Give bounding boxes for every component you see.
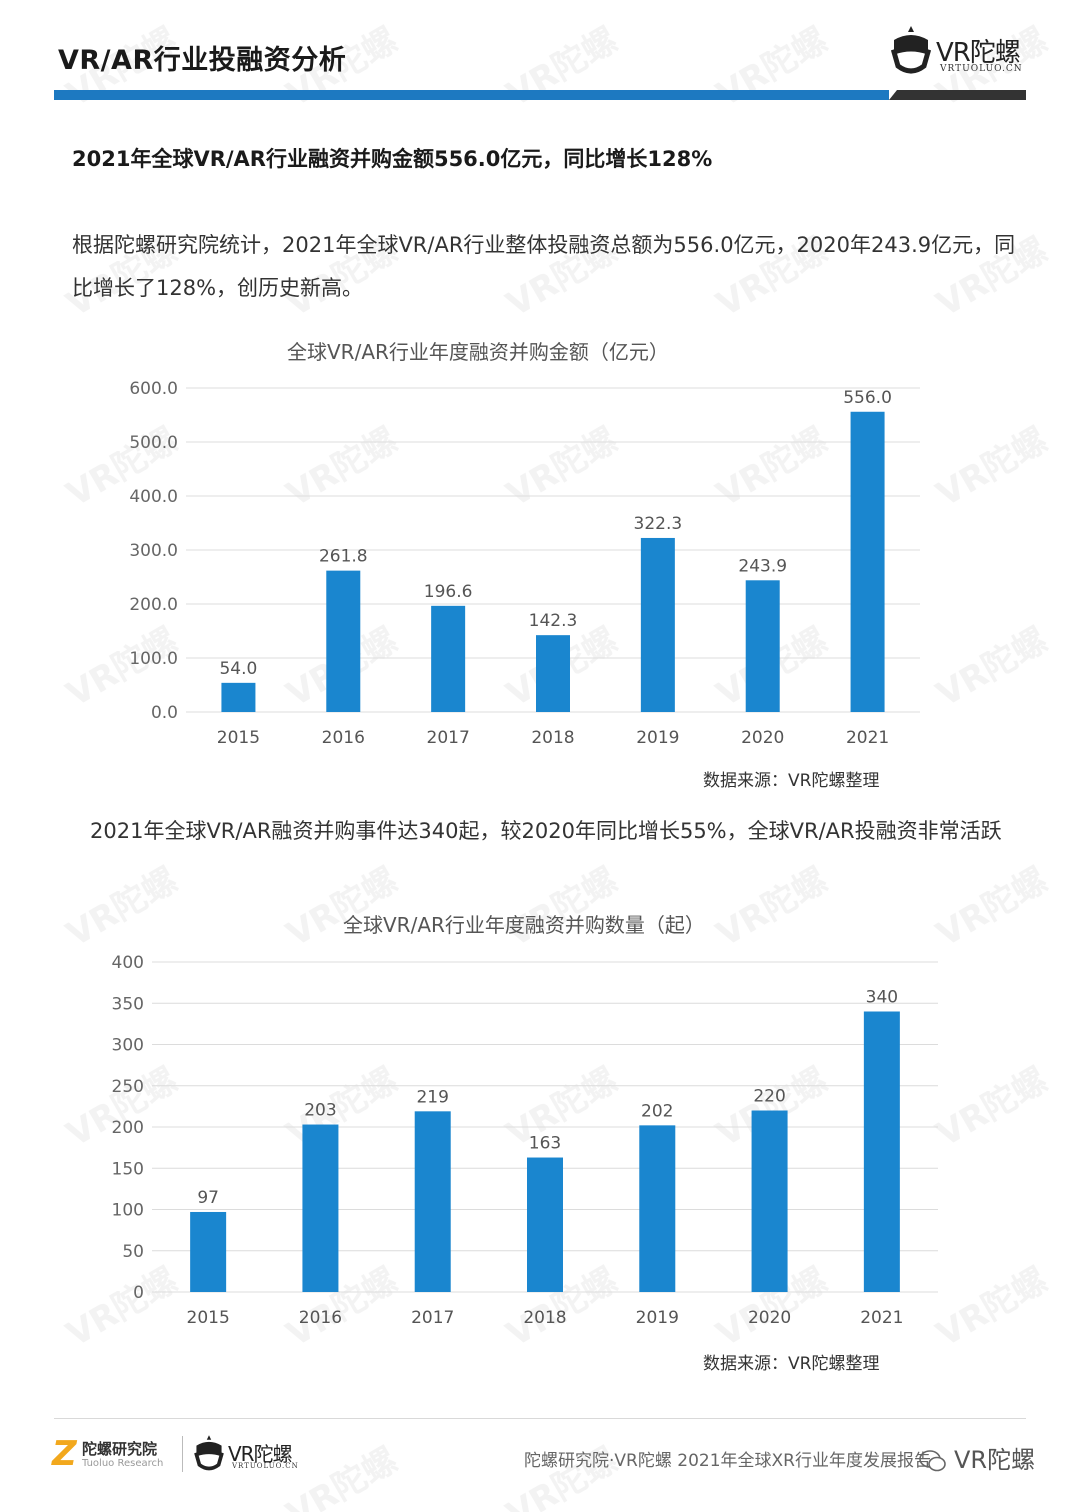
y-tick-label: 100.0 [129, 649, 178, 669]
data-label: 556.0 [843, 388, 892, 408]
x-tick-label: 2016 [299, 1308, 342, 1328]
wechat-label: VR陀螺 [954, 1446, 1036, 1474]
bar [640, 537, 675, 712]
x-tick-label: 2021 [846, 728, 889, 748]
bar [414, 1111, 451, 1292]
logo-text: VR陀螺 [228, 1442, 293, 1466]
x-tick-label: 2019 [636, 1308, 679, 1328]
y-tick-label: 200.0 [129, 595, 178, 615]
chart-deal-count: 全球VR/AR行业年度融资并购数量（起） 0 50 100 150 200 250 300 3… [0, 895, 1080, 1385]
helmet-logo-icon [194, 1435, 224, 1471]
bar [221, 682, 256, 712]
bar [850, 411, 885, 712]
helmet-logo-icon [890, 26, 932, 74]
paragraph-1: 根据陀螺研究院统计，2021年全球VR/AR行业整体投融资总额为556.0亿元，… [72, 233, 1016, 300]
y-tick-label: 500.0 [129, 433, 178, 453]
bar [302, 1124, 339, 1292]
page-title: VR/AR行业投融资分析 [58, 45, 347, 76]
x-tick-label: 2019 [636, 728, 679, 748]
y-tick-label: 150 [112, 1159, 144, 1179]
bar [326, 570, 361, 712]
header-rule [54, 90, 1026, 100]
data-label: 142.3 [529, 611, 578, 631]
chart-title: 全球VR/AR行业年度融资并购金额（亿元） [287, 340, 669, 364]
y-tick-label: 350 [112, 994, 144, 1014]
bar [190, 1211, 227, 1292]
data-label: 261.8 [319, 547, 368, 567]
y-tick-label: 200 [112, 1118, 144, 1138]
z-logo-mark: Z [52, 1434, 77, 1474]
logo-text: VR陀螺 [936, 38, 1021, 68]
bar [639, 1125, 676, 1292]
data-label: 203 [304, 1101, 336, 1121]
data-label: 220 [753, 1087, 785, 1107]
bar [745, 580, 780, 712]
data-label: 340 [866, 988, 898, 1008]
x-tick-label: 2015 [217, 728, 260, 748]
y-tick-label: 0.0 [151, 703, 178, 723]
x-tick-label: 2015 [187, 1308, 230, 1328]
logo-subtext: VRTUOLUO.CN [940, 64, 1023, 74]
watermark-text: VR陀螺 [499, 1440, 625, 1512]
chart-source: 数据来源：VR陀螺整理 [703, 1354, 880, 1374]
chart-svg: 0 50 100 150 200 250 300 350 400 97 2015 203 2016 219… [112, 953, 938, 1328]
y-tick-label: 600.0 [129, 379, 178, 399]
x-tick-label: 2016 [322, 728, 365, 748]
bar [751, 1110, 788, 1292]
x-tick-label: 2017 [411, 1308, 454, 1328]
footer-report-title: 陀螺研究院·VR陀螺 2021年全球XR行业年度发展报告 [524, 1451, 931, 1471]
x-tick-label: 2017 [427, 728, 470, 748]
y-tick-label: 300.0 [129, 541, 178, 561]
y-tick-label: 0 [133, 1283, 144, 1303]
chart-source: 数据来源：VR陀螺整理 [703, 771, 880, 791]
y-tick-label: 400 [112, 953, 144, 973]
data-label: 322.3 [634, 514, 683, 534]
x-tick-label: 2018 [531, 728, 574, 748]
bar [536, 635, 570, 712]
x-tick-label: 2018 [523, 1308, 566, 1328]
x-tick-label: 2020 [748, 1308, 791, 1328]
bar [431, 605, 466, 712]
vrtuoluo-logo: VR陀螺 VRTUOLUO.CN [888, 20, 1038, 80]
data-label: 243.9 [738, 556, 787, 576]
data-label: 163 [529, 1134, 561, 1154]
chart-svg: 0.0 100.0 200.0 300.0 400.0 500.0 600.0 54.0 201… [129, 379, 920, 748]
x-tick-label: 2020 [741, 728, 784, 748]
y-tick-label: 100 [112, 1201, 144, 1221]
watermark-text: VR陀螺 [499, 20, 625, 115]
data-label: 97 [197, 1188, 219, 1208]
data-label: 196.6 [424, 582, 473, 602]
footer-rule [54, 1418, 1026, 1419]
paragraph-2: 2021年全球VR/AR融资并购事件达340起，较2020年同比增长55%，全球… [90, 819, 1002, 843]
vrtuoluo-footer-logo: VR陀螺 VRTUOLUO.CN [192, 1430, 312, 1474]
logo-subtext: Tuoluo Research [82, 1458, 164, 1469]
bar [527, 1157, 563, 1292]
data-label: 54.0 [219, 659, 257, 679]
chart-funding-amount: 全球VR/AR行业年度融资并购金额（亿元） 0.0 100.0 200.0 300.0… [0, 320, 1080, 800]
bar [863, 1011, 900, 1292]
logo-subtext: VRTUOLUO.CN [232, 1462, 299, 1470]
logo-text: 陀螺研究院 [82, 1440, 158, 1458]
wechat-icon [919, 1450, 946, 1472]
wechat-watermark: VR陀螺 [918, 1440, 1035, 1475]
x-tick-label: 2021 [860, 1308, 903, 1328]
watermark-text: VR陀螺 [709, 20, 835, 115]
y-tick-label: 50 [122, 1242, 144, 1262]
y-tick-label: 400.0 [129, 487, 178, 507]
y-tick-label: 300 [112, 1036, 144, 1056]
y-tick-label: 250 [112, 1077, 144, 1097]
data-label: 219 [416, 1087, 448, 1107]
header-rule-dark [889, 90, 1026, 100]
chart-title: 全球VR/AR行业年度融资并购数量（起） [343, 913, 705, 937]
footer-divider [182, 1436, 183, 1472]
data-label: 202 [641, 1101, 673, 1121]
section-heading: 2021年全球VR/AR行业融资并购金额556.0亿元，同比增长128% [72, 147, 713, 171]
header-rule-blue [54, 90, 889, 100]
tuoluo-research-logo: Z 陀螺研究院 Tuoluo Research [52, 1434, 172, 1476]
